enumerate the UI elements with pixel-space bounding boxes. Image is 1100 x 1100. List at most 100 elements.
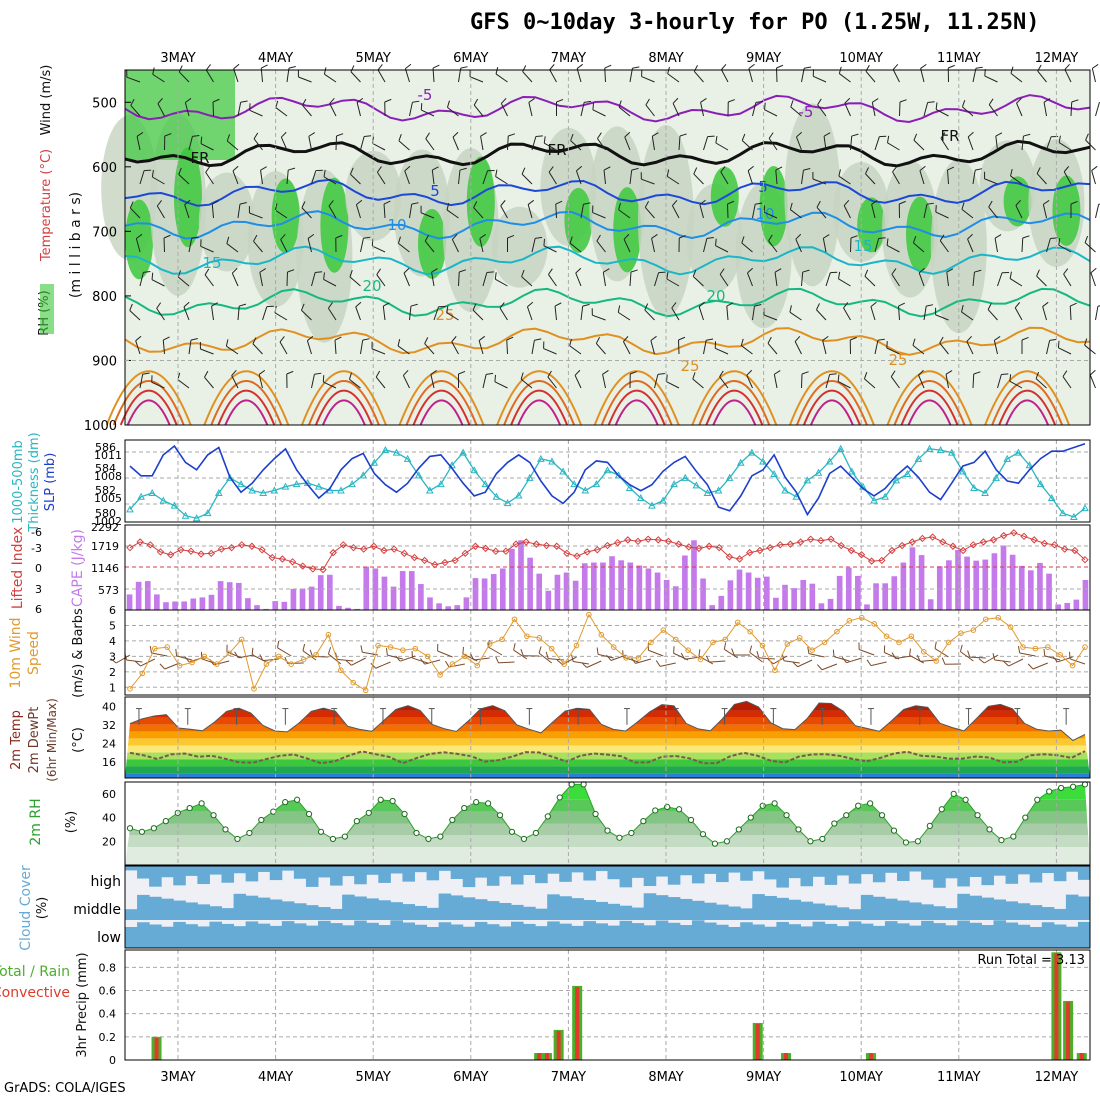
rh2m-point (687, 816, 695, 824)
wind-barb (918, 374, 925, 389)
cloud-low-bar (571, 925, 584, 948)
wind-speed-point (362, 687, 369, 694)
rh2m-point (652, 807, 659, 814)
wind-barb (1019, 652, 1036, 657)
wind-speed-point (846, 618, 853, 624)
cloud-high-bar (1077, 866, 1091, 880)
cape-bar (372, 568, 379, 610)
wind-barb (817, 104, 827, 117)
wind-barb (226, 140, 239, 151)
cape-bar (718, 595, 725, 610)
wind-barb-flag (302, 643, 306, 651)
thickness-point (636, 493, 645, 502)
lifted-index-point (593, 546, 602, 554)
wind-barb-flag (947, 166, 955, 171)
cloud-mid-bar (728, 906, 741, 920)
lifted-index-point (817, 536, 825, 545)
cloud-low-bar (221, 923, 235, 948)
wind-barb-flag (652, 132, 659, 137)
lifted-index-point (867, 557, 876, 565)
cloud-high-bar (511, 866, 524, 885)
wind-barb (912, 344, 925, 355)
wind-barb (1091, 170, 1096, 185)
wind-barb (752, 102, 757, 117)
wind-barb (1042, 204, 1047, 219)
cloud-high-bar (390, 866, 403, 874)
wind-barb-flag (336, 133, 344, 137)
wind-barb-flag (495, 67, 499, 75)
wind-barb-flag (767, 336, 772, 344)
rh2m-point (389, 797, 396, 805)
rh2m-point (723, 838, 730, 845)
wind-barb-flag (459, 269, 467, 273)
wind-barb (654, 272, 660, 287)
wind-barb-flag (961, 305, 964, 313)
cape-bar (245, 598, 251, 610)
rh2m-point (867, 800, 874, 807)
cloud-low-bar (716, 924, 729, 948)
wind-barb (570, 140, 582, 151)
cloud-high-bar (764, 866, 777, 880)
lifted-index-point (400, 549, 409, 558)
cape-bar (336, 605, 342, 610)
rh2m-point (676, 806, 683, 813)
wind-barb (699, 204, 704, 219)
wind-barb (176, 655, 193, 661)
wind-barb (833, 656, 850, 662)
rh2m-point (532, 829, 539, 837)
cloud-low-bar (269, 925, 283, 948)
wind-barb (482, 272, 488, 287)
rh2m-point (341, 833, 348, 840)
wind-barb (301, 309, 312, 321)
cloud-low-bar (595, 923, 608, 948)
wind-barb (200, 245, 214, 253)
low-level-isotherm (705, 389, 764, 426)
wind-barb (741, 345, 753, 355)
pressure-tick: 1000 (84, 419, 117, 434)
wind-barb (895, 655, 912, 659)
cape-bar (991, 553, 998, 610)
wind-barb (940, 137, 949, 151)
thickness-point (892, 476, 901, 484)
cloud-high-bar (583, 866, 596, 881)
thickness-point (537, 454, 545, 462)
wind-barb (499, 307, 508, 321)
lifted-index-point (746, 548, 754, 557)
wind-barb-flag (583, 202, 591, 205)
cloud-low-bar (330, 923, 343, 948)
thickness-point (203, 509, 212, 517)
cloud-mid-bar (679, 898, 693, 920)
thickness-point (1025, 461, 1034, 469)
wind-barb (1062, 376, 1072, 389)
cloud-mid-bar (704, 902, 717, 920)
wind-speed-point (685, 647, 691, 653)
wind-barb-flag (129, 303, 133, 311)
lifted-index-point (471, 542, 480, 550)
thickness-point (259, 488, 268, 496)
cloud-low-bar (897, 923, 910, 948)
panel-frame (124, 609, 1091, 696)
wind-barb-flag (1014, 302, 1021, 309)
wind-barb (886, 347, 900, 355)
lifted-index-point (299, 562, 307, 570)
temp-tick: 16 (102, 756, 116, 769)
cape-bar (135, 581, 142, 610)
cloud-high-bar (643, 866, 657, 887)
wind-barb-flag (975, 66, 983, 69)
wind-barb-flag (657, 373, 665, 375)
wind-barb (307, 238, 312, 253)
wind-barb-flag (596, 647, 599, 655)
cape-bar (918, 555, 925, 610)
wind-barb (801, 272, 804, 287)
wind-barb-flag (183, 301, 190, 308)
wind-barb (360, 136, 365, 151)
thickness-point (603, 466, 612, 474)
thickness-point (159, 496, 168, 504)
wind-barb-flag (816, 303, 820, 310)
cloud-high-bar (1041, 866, 1055, 874)
wind-barb-flag (592, 102, 594, 110)
wind-barb (574, 375, 582, 389)
thickness-point (270, 486, 279, 494)
